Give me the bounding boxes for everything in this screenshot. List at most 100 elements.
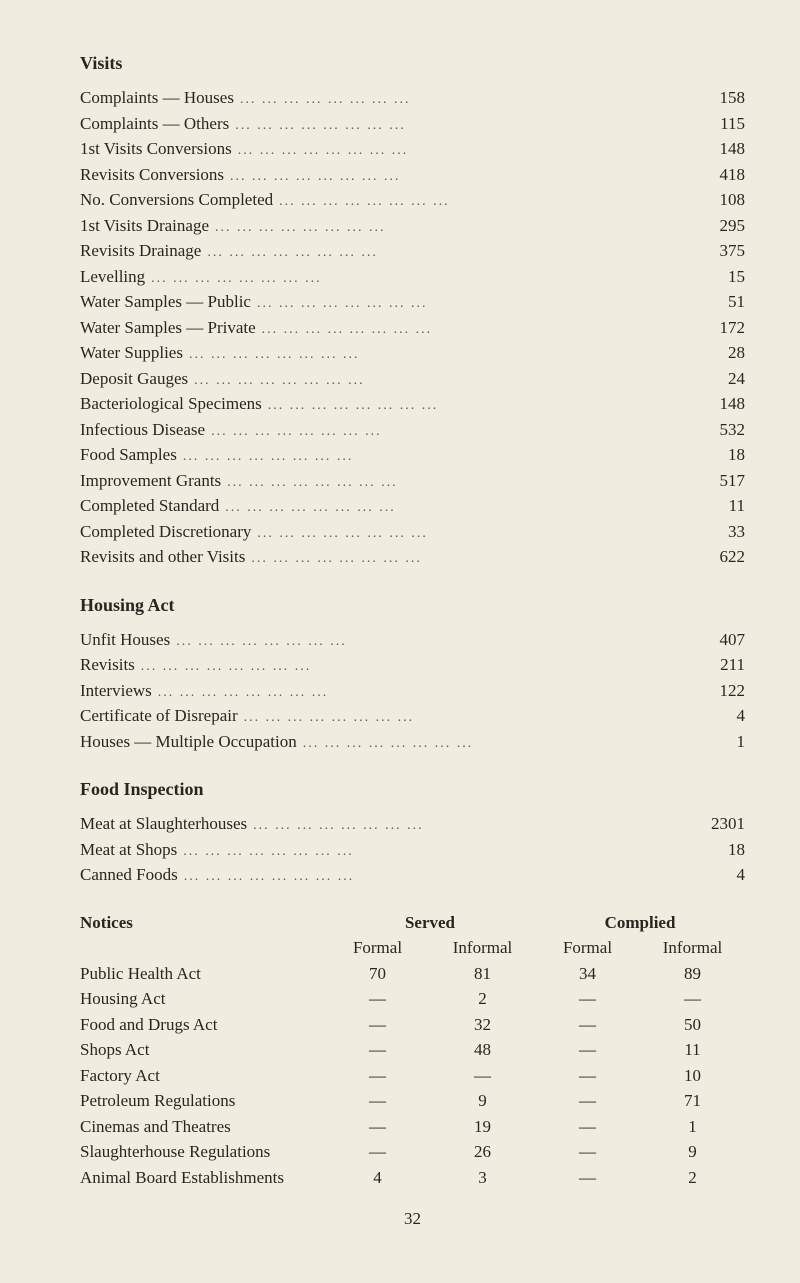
item-value: 4 <box>677 862 745 888</box>
table-row: Factory Act———10 <box>80 1063 745 1089</box>
item-value: 295 <box>677 213 745 239</box>
notice-label: Animal Board Establishments <box>80 1165 325 1191</box>
item-label: Interviews <box>80 678 158 704</box>
notice-cell: — <box>535 1165 640 1191</box>
item-value: 28 <box>677 340 745 366</box>
list-item: Food Samples 18 <box>80 442 745 468</box>
notice-cell: 89 <box>640 961 745 987</box>
item-value: 2301 <box>677 811 745 837</box>
item-value: 33 <box>677 519 745 545</box>
notice-cell: 11 <box>640 1037 745 1063</box>
leader-dots <box>151 268 677 289</box>
item-label: Water Samples — Public <box>80 289 257 315</box>
notices-section: Notices Served Complied Formal Informal … <box>80 910 745 1191</box>
item-value: 148 <box>677 136 745 162</box>
item-value: 18 <box>677 442 745 468</box>
item-label: Revisits <box>80 652 141 678</box>
notice-cell: — <box>535 1114 640 1140</box>
item-value: 211 <box>677 652 745 678</box>
item-label: Water Samples — Private <box>80 315 262 341</box>
list-item: Completed Standard11 <box>80 493 745 519</box>
list-item: Revisits Drainage375 <box>80 238 745 264</box>
notice-label: Food and Drugs Act <box>80 1012 325 1038</box>
notice-cell: — <box>325 1139 430 1165</box>
list-item: No. Conversions Completed108 <box>80 187 745 213</box>
leader-dots <box>225 497 677 518</box>
list-item: Canned Foods4 <box>80 862 745 888</box>
item-label: Certificate of Disrepair <box>80 703 244 729</box>
table-row: Slaughterhouse Regulations—26—9 <box>80 1139 745 1165</box>
notice-cell: 9 <box>640 1139 745 1165</box>
list-item: Completed Discretionary33 <box>80 519 745 545</box>
leader-dots <box>158 682 677 703</box>
notice-label: Housing Act <box>80 986 325 1012</box>
item-value: 375 <box>677 238 745 264</box>
item-value: 532 <box>677 417 745 443</box>
visits-section: Visits Complaints — Houses158Complaints … <box>80 50 745 570</box>
item-label: Improvement Grants <box>80 468 227 494</box>
item-value: 122 <box>677 678 745 704</box>
notice-cell: 26 <box>430 1139 535 1165</box>
item-value: 24 <box>677 366 745 392</box>
list-item: Revisits and other Visits622 <box>80 544 745 570</box>
item-value: 407 <box>677 627 745 653</box>
leader-dots <box>184 866 677 887</box>
notice-cell: 48 <box>430 1037 535 1063</box>
table-row: Petroleum Regulations—9—71 <box>80 1088 745 1114</box>
notice-cell: 50 <box>640 1012 745 1038</box>
notice-cell: — <box>535 1088 640 1114</box>
item-label: Food Samples <box>80 442 183 468</box>
leader-dots <box>253 815 677 836</box>
leader-dots <box>257 523 677 544</box>
notice-cell: 32 <box>430 1012 535 1038</box>
item-label: 1st Visits Drainage <box>80 213 215 239</box>
list-item: Complaints — Others115 <box>80 111 745 137</box>
item-value: 1 <box>677 729 745 755</box>
list-item: Meat at Shops 18 <box>80 837 745 863</box>
item-value: 418 <box>677 162 745 188</box>
list-item: Bacteriological Specimens148 <box>80 391 745 417</box>
leader-dots <box>207 242 677 263</box>
list-item: Improvement Grants 517 <box>80 468 745 494</box>
leader-dots <box>262 319 677 340</box>
visits-title: Visits <box>80 50 745 77</box>
notice-cell: — <box>430 1063 535 1089</box>
served-group-label: Served <box>325 910 535 936</box>
notice-cell: 4 <box>325 1165 430 1191</box>
leader-dots <box>176 631 677 652</box>
notice-cell: — <box>325 1037 430 1063</box>
item-value: 18 <box>677 837 745 863</box>
item-value: 517 <box>677 468 745 494</box>
leader-dots <box>303 733 677 754</box>
leader-dots <box>183 841 677 862</box>
leader-dots <box>279 191 677 212</box>
item-label: Meat at Slaughterhouses <box>80 811 253 837</box>
list-item: Deposit Gauges24 <box>80 366 745 392</box>
housing-title: Housing Act <box>80 592 745 619</box>
page-number: 32 <box>80 1206 745 1232</box>
item-value: 51 <box>677 289 745 315</box>
item-label: Meat at Shops <box>80 837 183 863</box>
list-item: Revisits Conversions418 <box>80 162 745 188</box>
food-title: Food Inspection <box>80 776 745 803</box>
leader-dots <box>268 395 677 416</box>
list-item: Infectious Disease 532 <box>80 417 745 443</box>
notice-cell: 1 <box>640 1114 745 1140</box>
leader-dots <box>227 472 677 493</box>
notice-label: Public Health Act <box>80 961 325 987</box>
served-informal-label: Informal <box>430 935 535 961</box>
item-label: Infectious Disease <box>80 417 211 443</box>
notice-label: Petroleum Regulations <box>80 1088 325 1114</box>
notice-cell: 2 <box>640 1165 745 1191</box>
notice-cell: 3 <box>430 1165 535 1191</box>
list-item: Unfit Houses407 <box>80 627 745 653</box>
leader-dots <box>211 421 677 442</box>
list-item: Certificate of Disrepair4 <box>80 703 745 729</box>
leader-dots <box>141 656 677 677</box>
item-label: Water Supplies <box>80 340 189 366</box>
notice-cell: — <box>535 1139 640 1165</box>
list-item: Houses — Multiple Occupation1 <box>80 729 745 755</box>
item-value: 148 <box>677 391 745 417</box>
leader-dots <box>238 140 677 161</box>
list-item: Revisits 211 <box>80 652 745 678</box>
